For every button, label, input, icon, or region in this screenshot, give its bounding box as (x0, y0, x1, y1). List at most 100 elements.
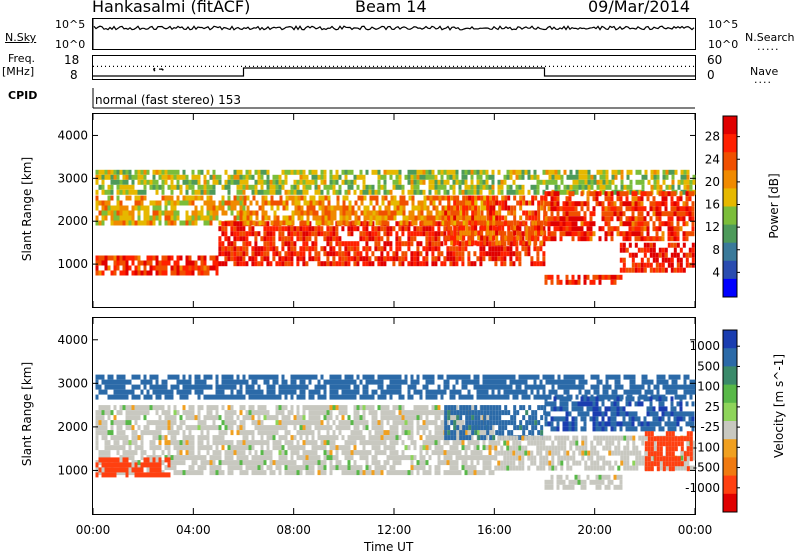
data-cell-p0-r3 (302, 241, 306, 247)
data-cell-p0-r0 (272, 189, 276, 195)
data-cell-p0-r4 (345, 210, 349, 216)
data-cell-p1-r1 (176, 425, 180, 431)
data-cell-p0-r6 (637, 196, 641, 202)
data-cell-p1-r1 (170, 440, 174, 446)
data-cell-p0-r5 (477, 235, 481, 241)
data-cell-p1-r1 (152, 450, 156, 456)
data-cell-p0-r3 (368, 261, 372, 267)
data-cell-p0-r0 (140, 179, 144, 185)
data-cell-p0-r0 (437, 189, 441, 195)
data-cell-p0-r0 (443, 189, 447, 195)
data-cell-p0-r4 (318, 215, 322, 221)
data-cell-p0-r0 (269, 189, 273, 195)
data-cell-p0-r7 (634, 252, 638, 258)
data-cell-p0-r3 (521, 246, 525, 252)
data-cell-p1-r0 (560, 384, 564, 390)
data-cell-p0-r1 (116, 205, 120, 211)
data-cell-p0-r0 (245, 184, 249, 190)
data-cell-p1-r1 (434, 405, 438, 411)
data-cell-p0-r5 (477, 195, 481, 201)
data-cell-p0-r4 (348, 205, 352, 211)
data-cell-p1-r1 (146, 430, 150, 436)
data-cell-p1-r1 (374, 445, 378, 451)
data-cell-p0-r4 (402, 220, 406, 226)
data-cell-p0-r2 (170, 255, 174, 261)
data-cell-p1-r1 (260, 455, 264, 461)
data-cell-p0-r0 (239, 179, 243, 185)
data-cell-p1-r1 (260, 445, 264, 451)
data-cell-p0-r3 (485, 236, 489, 242)
data-cell-p0-r0 (119, 189, 123, 195)
data-cell-p1-r1 (395, 470, 399, 476)
data-cell-p1-r1 (473, 465, 477, 471)
data-cell-p0-r6 (679, 226, 683, 232)
data-cell-p1-r1 (341, 445, 345, 451)
data-cell-p0-r5 (501, 200, 505, 206)
data-cell-p0-r7 (652, 247, 656, 253)
data-cell-p0-r6 (577, 211, 581, 217)
data-cell-p1-r1 (416, 430, 420, 436)
data-cell-p0-r6 (574, 231, 578, 237)
data-cell-p0-r2 (101, 255, 105, 261)
data-cell-p0-r7 (640, 262, 644, 268)
data-cell-p0-r3 (413, 231, 417, 237)
data-cell-p1-r1 (275, 420, 279, 426)
data-cell-p0-r6 (586, 206, 590, 212)
data-cell-p1-r0 (224, 394, 228, 400)
data-cell-p0-r0 (584, 184, 588, 190)
data-cell-p1-r0 (119, 394, 123, 400)
data-cell-p1-r1 (188, 410, 192, 416)
data-cell-p0-r5 (501, 225, 505, 231)
data-cell-p0-r3 (248, 241, 252, 247)
data-cell-p0-r1 (143, 195, 147, 201)
data-cell-p1-r0 (428, 394, 432, 400)
data-cell-p0-r0 (206, 184, 210, 190)
data-cell-p0-r3 (323, 261, 327, 267)
data-cell-p1-r1 (284, 430, 288, 436)
data-cell-p0-r6 (559, 231, 563, 237)
data-cell-p0-r3 (362, 226, 366, 232)
data-cell-p1-r1 (191, 415, 195, 421)
data-cell-p1-r1 (431, 405, 435, 411)
data-cell-p0-r7 (658, 267, 662, 273)
data-cell-p1-r0 (263, 374, 267, 380)
data-cell-p1-r1 (455, 470, 459, 476)
data-cell-p1-r1 (209, 410, 213, 416)
data-cell-p1-r1 (287, 445, 291, 451)
data-cell-p1-r1 (440, 435, 444, 441)
data-cell-p1-r1 (452, 465, 456, 471)
data-cell-p0-r1 (227, 200, 231, 206)
data-cell-p0-r3 (323, 231, 327, 237)
data-cell-p1-r1 (437, 450, 441, 456)
data-cell-p0-r4 (360, 200, 364, 206)
data-cell-p0-r1 (143, 210, 147, 216)
data-cell-p1-r0 (137, 384, 141, 390)
data-cell-p0-r2 (212, 255, 216, 261)
data-cell-p1-r0 (632, 374, 636, 380)
data-cell-p0-r0 (95, 179, 99, 185)
data-cell-p1-r0 (365, 384, 369, 390)
data-cell-p0-r3 (509, 246, 513, 252)
data-cell-p0-r1 (176, 195, 180, 201)
data-cell-p0-r0 (485, 179, 489, 185)
data-cell-p0-r4 (420, 210, 424, 216)
data-cell-p0-r0 (176, 179, 180, 185)
data-cell-p0-r0 (455, 169, 459, 175)
data-cell-p0-r5 (474, 205, 478, 211)
data-cell-p0-r0 (419, 169, 423, 175)
data-cell-p0-r5 (489, 215, 493, 221)
data-cell-p1-r0 (269, 374, 273, 380)
data-cell-p0-r6 (688, 196, 692, 202)
data-cell-p1-r1 (458, 470, 462, 476)
data-cell-p0-r0 (671, 184, 675, 190)
data-cell-p0-r6 (565, 201, 569, 207)
data-cell-p1-r0 (281, 384, 285, 390)
data-cell-p1-r0 (629, 374, 633, 380)
data-cell-p0-r3 (233, 241, 237, 247)
data-cell-p0-r3 (311, 241, 315, 247)
data-cell-p1-r0 (122, 379, 126, 385)
data-cell-p1-r0 (503, 374, 507, 380)
data-cell-p1-r1 (341, 450, 345, 456)
data-cell-p0-r4 (324, 215, 328, 221)
data-cell-p1-r1 (410, 410, 414, 416)
